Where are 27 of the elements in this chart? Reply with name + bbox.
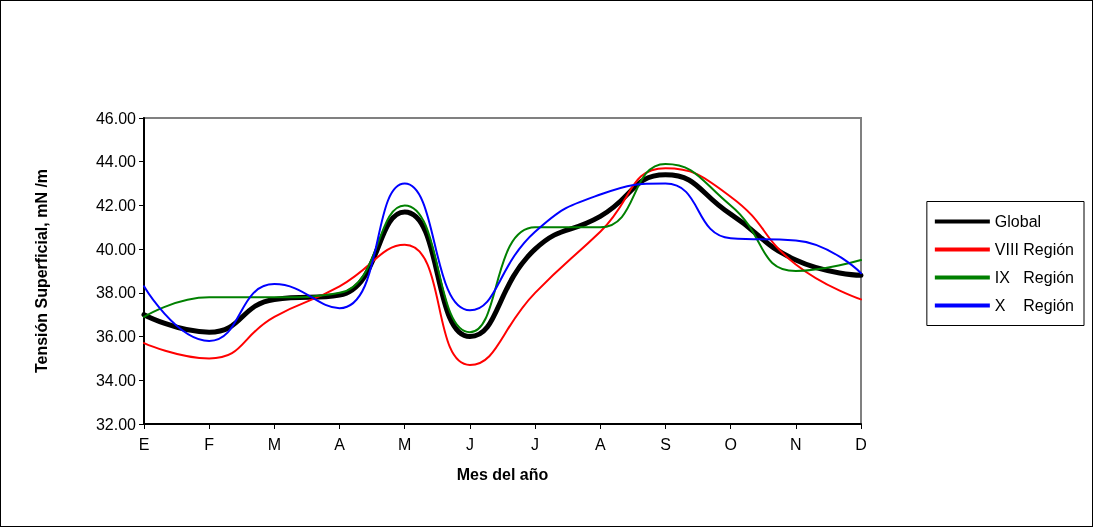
y-tick-label: 36.00 xyxy=(95,328,137,346)
legend-label: IX Región xyxy=(994,269,1074,286)
x-tick-label: O xyxy=(724,435,737,453)
line-series xyxy=(143,167,862,366)
x-tick-label: N xyxy=(790,435,802,453)
x-tick-label: J xyxy=(465,435,474,453)
y-tick-label: 42.00 xyxy=(95,196,137,214)
y-tick-label: 46.00 xyxy=(95,109,137,127)
legend-label: VIII Región xyxy=(994,241,1074,258)
x-tick-label: S xyxy=(660,435,671,453)
x-tick-label: M xyxy=(398,435,412,453)
y-tick-label: 38.00 xyxy=(95,284,137,302)
y-tick-label: 34.00 xyxy=(95,371,137,389)
x-tick-label: E xyxy=(138,435,150,453)
x-axis-title: Mes del año xyxy=(456,465,549,483)
x-tick-label: A xyxy=(334,435,346,453)
x-tick-label: A xyxy=(594,435,606,453)
legend-label: X Región xyxy=(994,297,1074,314)
y-axis-title: Tensión Superficial, mN /m xyxy=(32,168,50,374)
y-tick-label: 40.00 xyxy=(95,240,137,258)
x-tick-label: D xyxy=(855,435,867,453)
legend-label: Global xyxy=(994,213,1042,230)
x-tick-label: J xyxy=(531,435,540,453)
y-tick-label: 32.00 xyxy=(95,415,137,433)
y-tick-label: 44.00 xyxy=(95,153,137,171)
x-tick-label: F xyxy=(204,435,215,453)
x-tick-label: M xyxy=(267,435,282,453)
